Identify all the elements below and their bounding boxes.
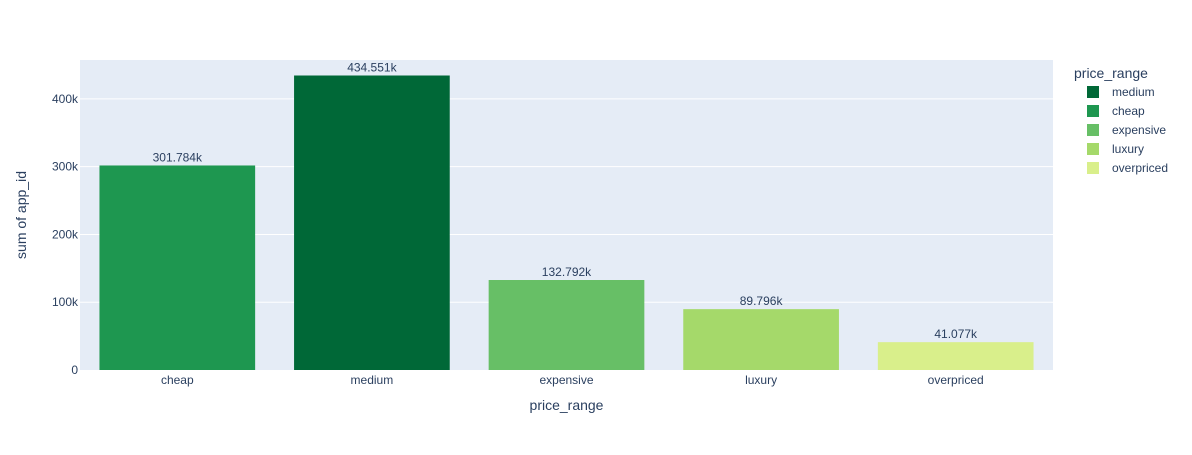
legend-label: luxury — [1112, 142, 1144, 156]
legend: price_range medium cheap expensive luxury ov… — [1074, 65, 1168, 175]
data-label: 41.077k — [934, 327, 978, 341]
data-labels: 301.784k 434.551k 132.792k 89.796k 41.077k — [153, 60, 978, 341]
data-label: 301.784k — [153, 150, 203, 164]
y-tick-label: 100k — [52, 295, 79, 309]
x-axis-ticks: cheap medium expensive luxury overpriced — [161, 373, 984, 387]
bar-cheap — [99, 165, 256, 370]
legend-swatch — [1087, 124, 1099, 136]
legend-label: medium — [1112, 85, 1155, 99]
bar-luxury — [683, 309, 839, 370]
bar-overpriced — [877, 342, 1034, 370]
legend-swatch — [1087, 143, 1099, 155]
data-label: 434.551k — [347, 60, 397, 74]
y-tick-label: 0 — [71, 363, 78, 377]
legend-label: expensive — [1112, 123, 1166, 137]
x-tick-label: expensive — [539, 373, 593, 387]
legend-swatch — [1087, 105, 1099, 117]
bar-medium — [294, 75, 450, 370]
y-tick-label: 400k — [52, 92, 79, 106]
legend-title: price_range — [1074, 65, 1148, 81]
data-label: 89.796k — [740, 294, 784, 308]
legend-label: cheap — [1112, 104, 1145, 118]
x-tick-label: medium — [351, 373, 394, 387]
x-tick-label: overpriced — [928, 373, 984, 387]
legend-swatch — [1087, 86, 1099, 98]
bars — [99, 75, 1034, 370]
legend-items: medium cheap expensive luxury overpriced — [1087, 85, 1168, 175]
y-tick-label: 200k — [52, 227, 79, 241]
legend-swatch — [1087, 162, 1099, 174]
x-tick-label: luxury — [745, 373, 777, 387]
legend-label: overpriced — [1112, 161, 1168, 175]
x-axis-title: price_range — [530, 397, 604, 413]
y-axis-ticks: 0 100k 200k 300k 400k — [52, 92, 79, 377]
y-axis-title: sum of app_id — [13, 171, 29, 259]
y-tick-label: 300k — [52, 160, 79, 174]
bar-expensive — [488, 280, 645, 370]
data-label: 132.792k — [542, 265, 592, 279]
x-tick-label: cheap — [161, 373, 194, 387]
